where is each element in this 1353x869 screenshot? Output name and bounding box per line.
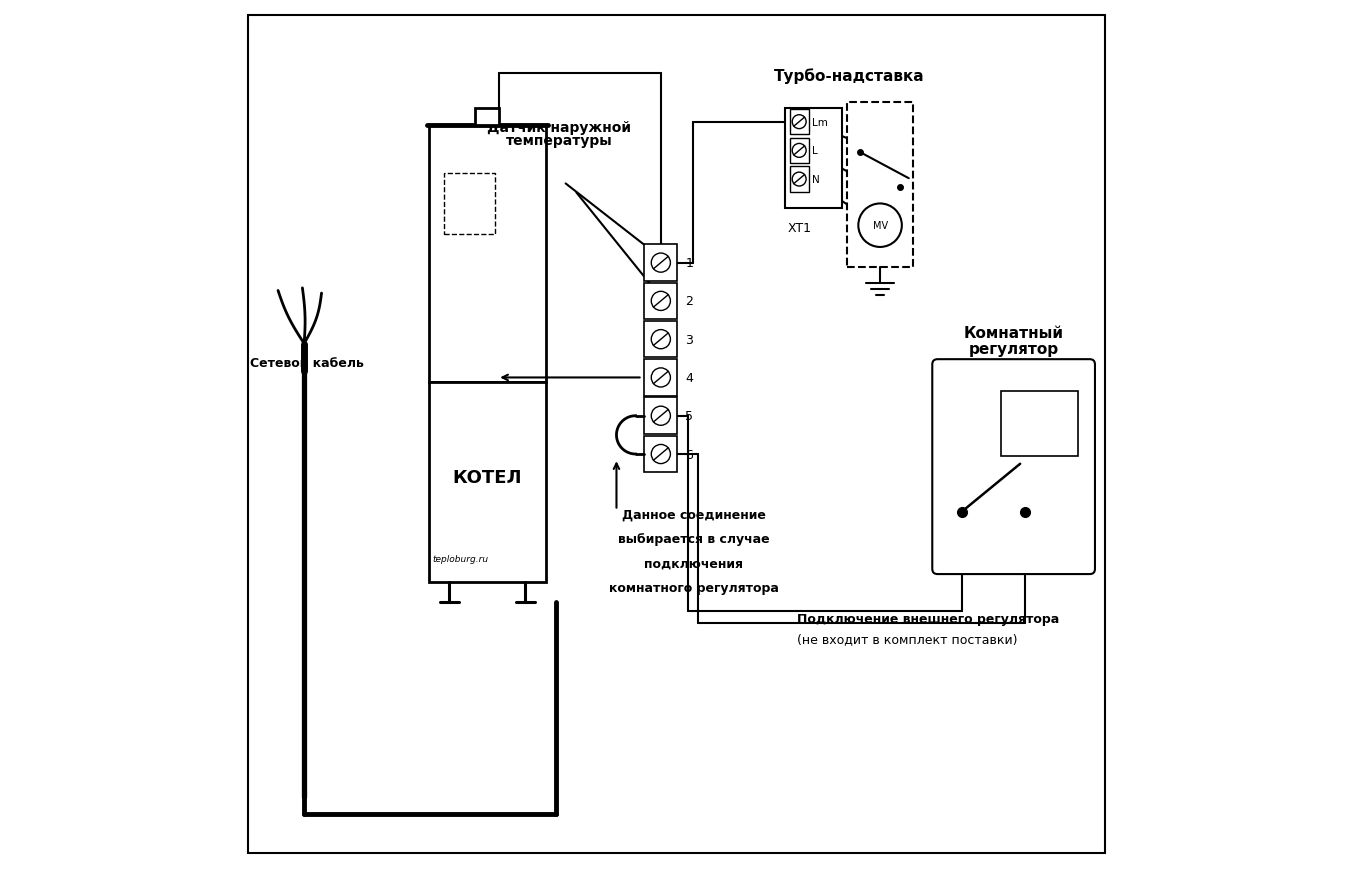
Circle shape <box>793 116 806 129</box>
Text: MV: MV <box>873 221 888 231</box>
Text: 2: 2 <box>685 295 693 308</box>
Bar <box>790 138 809 163</box>
Circle shape <box>651 254 670 273</box>
Circle shape <box>651 368 670 388</box>
Text: MT: MT <box>874 198 886 207</box>
FancyBboxPatch shape <box>932 360 1095 574</box>
Text: (не входит в комплект поставки): (не входит в комплект поставки) <box>797 633 1017 646</box>
Bar <box>429 126 547 382</box>
Text: Lm: Lm <box>812 117 828 128</box>
Bar <box>644 436 678 473</box>
Bar <box>785 109 842 209</box>
Text: Турбо-надставка: Турбо-надставка <box>774 69 924 84</box>
Text: выбирается в случае: выбирается в случае <box>618 533 770 546</box>
Bar <box>790 167 809 193</box>
Circle shape <box>651 330 670 349</box>
Text: 3: 3 <box>685 334 693 346</box>
Text: комнатного регулятора: комнатного регулятора <box>609 581 779 594</box>
Bar <box>644 398 678 434</box>
Text: teploburg.ru: teploburg.ru <box>433 554 488 563</box>
Bar <box>444 174 495 235</box>
Text: Данное соединение: Данное соединение <box>622 508 766 521</box>
Bar <box>475 109 499 126</box>
Circle shape <box>651 292 670 311</box>
Text: XT1: XT1 <box>787 222 812 235</box>
Text: N: N <box>812 175 820 185</box>
Text: Подключение внешнего регулятора: Подключение внешнего регулятора <box>797 613 1059 626</box>
Bar <box>429 382 547 582</box>
Bar <box>644 322 678 358</box>
Circle shape <box>793 144 806 158</box>
Text: КОТЕЛ: КОТЕЛ <box>452 469 522 487</box>
Text: 4: 4 <box>685 372 693 384</box>
Circle shape <box>651 445 670 464</box>
Text: подключения: подключения <box>644 557 743 570</box>
Circle shape <box>858 204 902 248</box>
Text: 1: 1 <box>685 257 693 269</box>
Circle shape <box>793 173 806 187</box>
Text: регулятор: регулятор <box>969 342 1058 356</box>
Text: Сетевой кабель: Сетевой кабель <box>250 357 364 369</box>
Text: L: L <box>812 146 819 156</box>
Text: Датчик наружной: Датчик наружной <box>487 121 630 135</box>
Bar <box>790 109 809 135</box>
Circle shape <box>651 407 670 426</box>
Text: температуры: температуры <box>506 134 613 148</box>
Text: 6: 6 <box>685 448 693 461</box>
Bar <box>644 360 678 396</box>
Bar <box>644 245 678 282</box>
Bar <box>644 283 678 320</box>
Bar <box>1001 392 1077 457</box>
Bar <box>847 103 913 268</box>
Text: 5: 5 <box>685 410 693 422</box>
Text: Комнатный: Комнатный <box>963 326 1063 341</box>
